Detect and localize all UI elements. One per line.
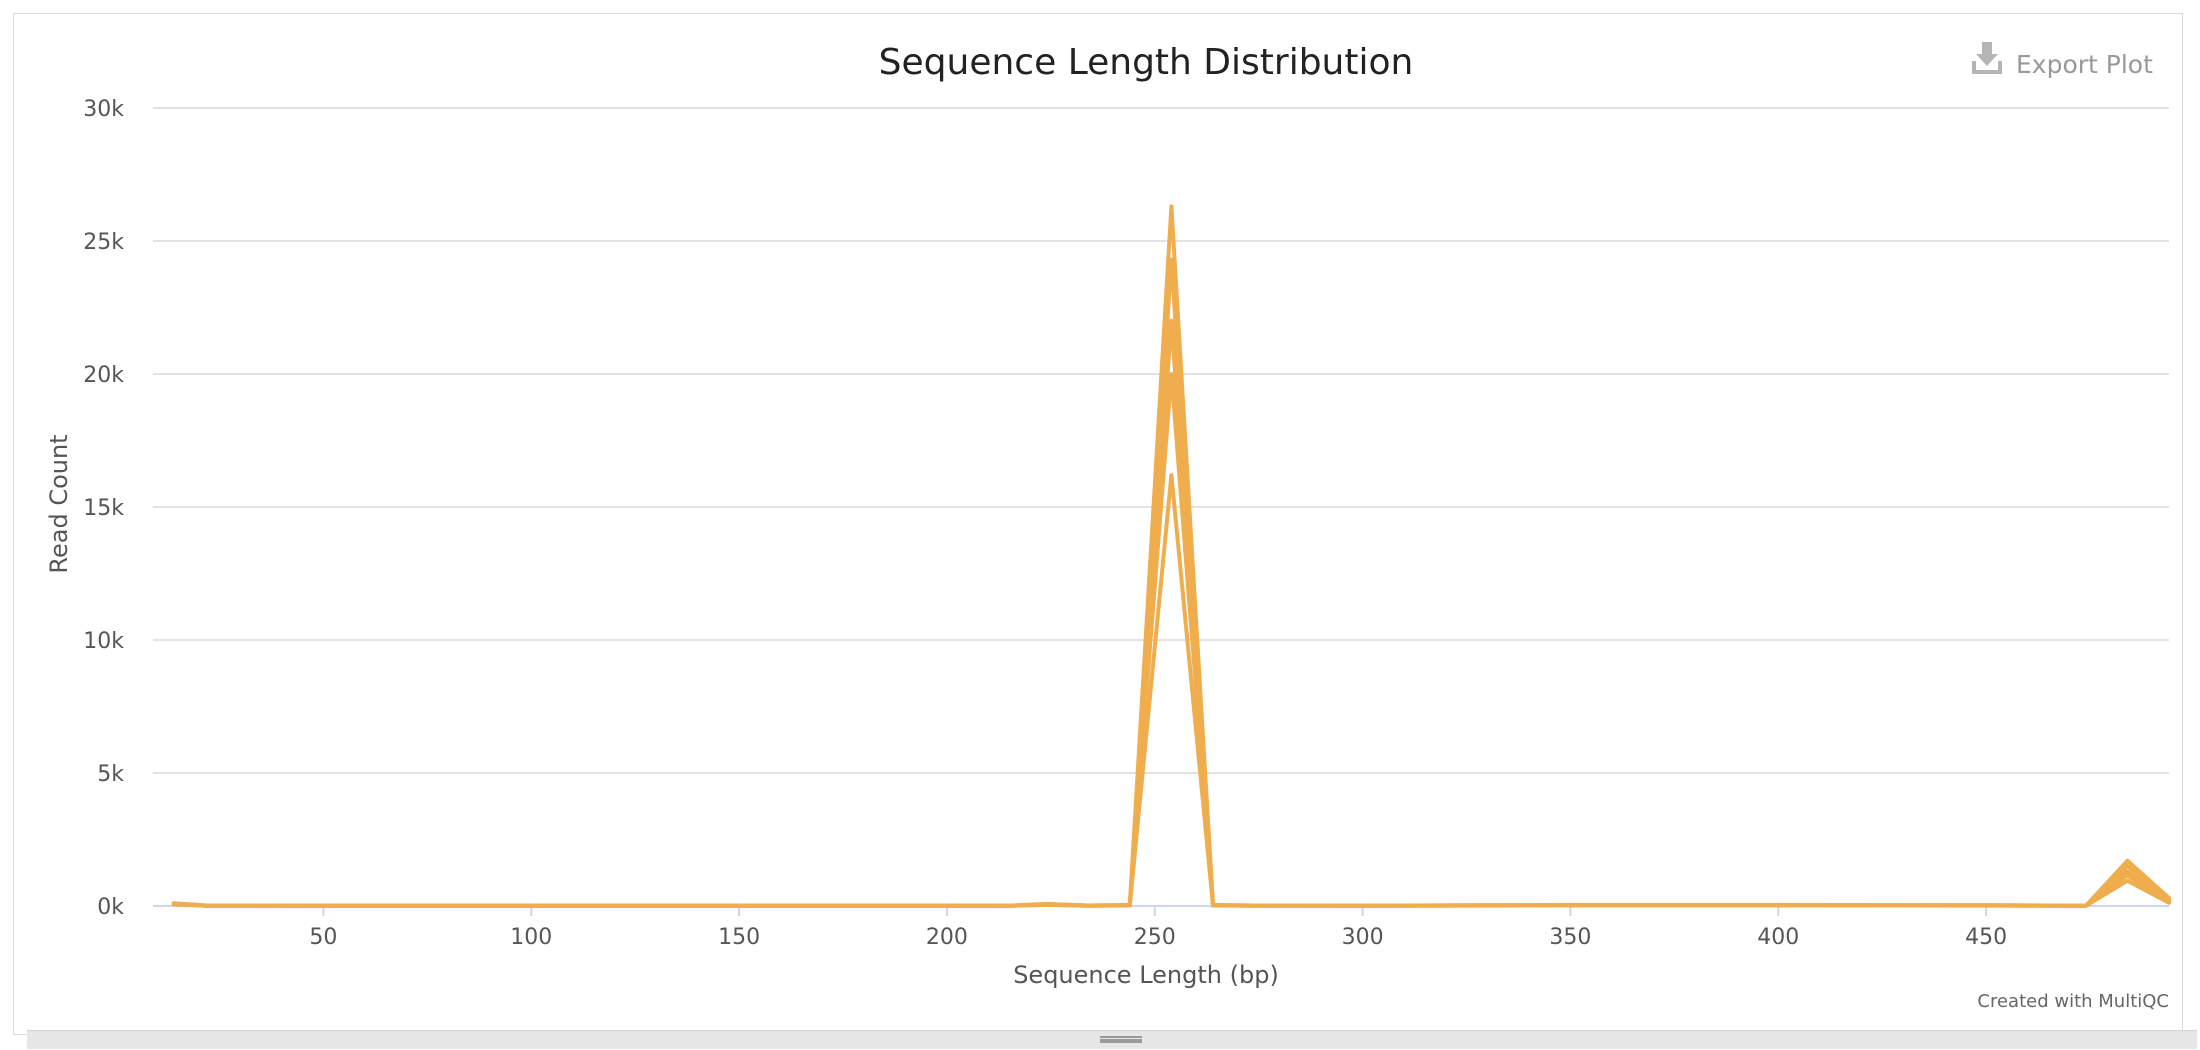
chart-title: Sequence Length Distribution xyxy=(879,42,1414,83)
y-tick-label: 5k xyxy=(97,762,124,787)
credits-label[interactable]: Created with MultiQC xyxy=(1977,991,2169,1012)
x-tick-label: 100 xyxy=(510,925,552,950)
y-tick-label: 10k xyxy=(83,629,124,654)
x-tick-label: 150 xyxy=(718,925,760,950)
resize-handle[interactable] xyxy=(27,1030,2197,1049)
y-tick-label: 15k xyxy=(83,496,124,521)
y-tick-label: 0k xyxy=(97,895,124,920)
x-tick-label: 300 xyxy=(1342,925,1384,950)
x-tick-label: 350 xyxy=(1549,925,1591,950)
series-line-1[interactable] xyxy=(171,204,2171,908)
axes: 0k 5k 10k 15k 20k 25k 30k 50 100 150 200 250 300 350 4… xyxy=(83,97,2169,950)
x-tick-label: 200 xyxy=(926,925,968,950)
x-tick-label: 400 xyxy=(1757,925,1799,950)
y-tick-label: 30k xyxy=(83,97,124,122)
x-tick-label: 450 xyxy=(1965,925,2007,950)
plot-container: Sequence Length Distribution 0k 5k 10k 15k 2… xyxy=(13,13,2197,1049)
x-axis-title: Sequence Length (bp) xyxy=(1013,961,1279,989)
x-tick-label: 250 xyxy=(1134,925,1176,950)
download-icon xyxy=(1972,42,2002,74)
y-tick-label: 25k xyxy=(83,230,124,255)
series-lines xyxy=(171,204,2171,908)
y-axis-title: Read Count xyxy=(45,434,73,573)
x-tick-label: 50 xyxy=(309,925,337,950)
sequence-length-chart: Sequence Length Distribution 0k 5k 10k 15k 2… xyxy=(45,42,2171,1012)
y-tick-label: 20k xyxy=(83,363,124,388)
series-line-3[interactable] xyxy=(171,318,2171,908)
grip-icon xyxy=(1100,1036,1142,1043)
export-plot-button[interactable]: Export Plot xyxy=(1972,42,2153,79)
export-plot-label: Export Plot xyxy=(2016,50,2153,79)
series-line-5[interactable] xyxy=(171,473,2171,908)
series-line-2[interactable] xyxy=(171,257,2171,908)
